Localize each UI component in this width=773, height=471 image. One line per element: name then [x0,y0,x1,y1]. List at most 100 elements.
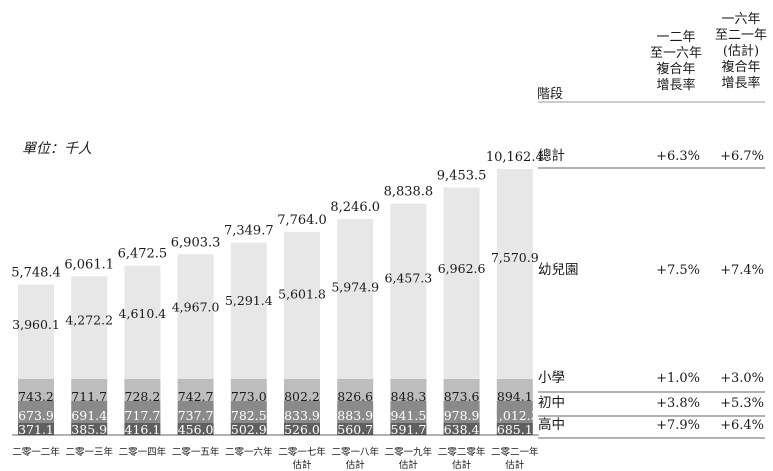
bar-segment-junior-secondary [496,401,533,423]
total-label: 6,903.3 [171,235,221,250]
data-label: 5,601.8 [278,287,326,302]
bar-segment-junior-secondary [124,401,161,423]
data-label: 685.1 [497,422,533,437]
cagr-2016-2021-value: +6.4% [720,418,764,433]
x-tick-label: 二零二零年 [438,446,486,458]
data-label: 7,570.9 [491,250,539,265]
data-label: 456.0 [178,422,214,437]
legend-series-name: 高中 [538,416,565,433]
bar-segment-senior-secondary [230,423,267,435]
total-label: 8,838.8 [384,185,434,200]
data-label: 371.1 [18,422,54,437]
x-tick-label: 二零一九年 [385,446,433,458]
cagr-2012-2016-value: +7.5% [656,263,700,278]
bar-segment-primary [177,379,214,401]
bar-segment-primary [284,379,320,401]
legend-series-name: 幼兒園 [538,262,579,278]
bar-segment-primary [443,379,480,401]
header-cagr-2012-2016: 一二年 至一六年 複合年 增長率 [649,30,702,93]
bar-segment-junior-secondary [284,401,320,423]
data-label: 826.6 [337,389,373,404]
unit-label: 單位：千人 [22,141,92,157]
data-label: 802.2 [284,389,320,404]
bar-segment-junior-secondary [337,401,374,423]
data-label: 773.0 [231,389,267,404]
bar-segment-senior-secondary [124,423,161,435]
data-label: 737.7 [178,408,214,423]
x-tick-note: 估計 [505,459,525,471]
data-label: 978.9 [444,408,480,423]
data-label: 1,012.3 [491,408,539,423]
data-label: 3,960.1 [12,317,60,332]
data-label: 673.9 [18,408,54,423]
bar-segment-kindergarten [230,242,267,379]
x-tick-label: 二零一六年 [225,446,273,458]
cagr-2016-2021-value: +7.4% [720,263,764,278]
total-label: 10,162.4 [486,150,544,165]
bar-segment-kindergarten [177,254,214,379]
x-tick-note: 估計 [452,459,472,471]
data-label: 743.2 [18,389,54,404]
cagr-2016-2021-value: +6.7% [720,149,764,164]
data-label: 848.3 [391,389,427,404]
data-label: 691.4 [71,408,107,423]
bar-segment-kindergarten [337,219,374,379]
cagr-2016-2021-value: +3.0% [720,371,764,386]
data-label: 894.1 [497,389,533,404]
data-label: 742.7 [178,389,214,404]
bar-segment-primary [230,379,267,401]
data-label: 5,291.4 [225,293,273,308]
total-label: 7,764.0 [277,213,327,228]
x-tick-label: 二零一七年 [278,446,326,458]
header-stage: 階段 [536,87,563,102]
bar-segment-junior-secondary [177,401,214,423]
x-tick-label: 二零一四年 [119,446,167,458]
bar-segment-kindergarten [443,187,480,379]
bar-segment-kindergarten [284,231,320,379]
bar-segment-primary [337,379,374,401]
data-label: 526.0 [284,422,320,437]
bar-segment-senior-secondary [71,423,108,435]
bar-segment-junior-secondary [443,401,480,423]
x-tick-note: 估計 [399,459,419,471]
data-label: 873.6 [444,389,480,404]
data-label: 883.9 [337,408,373,423]
header-cagr-2016-2021: 一六年 至二一年 (估計) 複合年 增長率 [714,12,767,91]
bar-segment-senior-secondary [443,423,480,435]
bar-segment-junior-secondary [390,401,427,423]
legend-series-name: 小學 [538,370,565,386]
bar-segment-junior-secondary [230,401,267,423]
data-label: 385.9 [71,422,107,437]
bar-segment-kindergarten [496,169,533,379]
cagr-2012-2016-value: +1.0% [656,371,700,386]
bar-segment-kindergarten [124,265,161,379]
data-label: 416.1 [125,422,161,437]
x-tick-note: 估計 [346,459,366,471]
total-label: 7,349.7 [224,224,274,239]
bar-segment-primary [124,379,161,401]
data-label: 5,974.9 [331,279,379,294]
data-label: 833.9 [284,408,320,423]
total-label: 6,472.5 [118,247,168,262]
cagr-2012-2016-value: +7.9% [656,418,700,433]
total-label: 9,453.5 [437,169,487,184]
bar-segment-primary [18,379,54,401]
x-tick-label: 二零一二年 [12,446,60,458]
data-label: 560.7 [337,422,373,437]
data-label: 941.5 [391,408,427,423]
total-label: 6,061.1 [64,257,114,272]
bar-segment-kindergarten [390,203,427,379]
bar-segment-primary [390,379,427,401]
x-tick-label: 二零一八年 [331,446,379,458]
x-tick-label: 二零二一年 [491,446,539,458]
x-tick-label: 二零一五年 [172,446,220,458]
bar-segment-senior-secondary [18,423,54,435]
data-label: 717.7 [125,408,161,423]
data-label: 502.9 [231,422,267,437]
legend-series-name: 初中 [538,394,565,411]
data-label: 4,610.4 [119,306,167,321]
data-label: 4,967.0 [172,300,220,315]
data-label: 638.4 [444,422,480,437]
